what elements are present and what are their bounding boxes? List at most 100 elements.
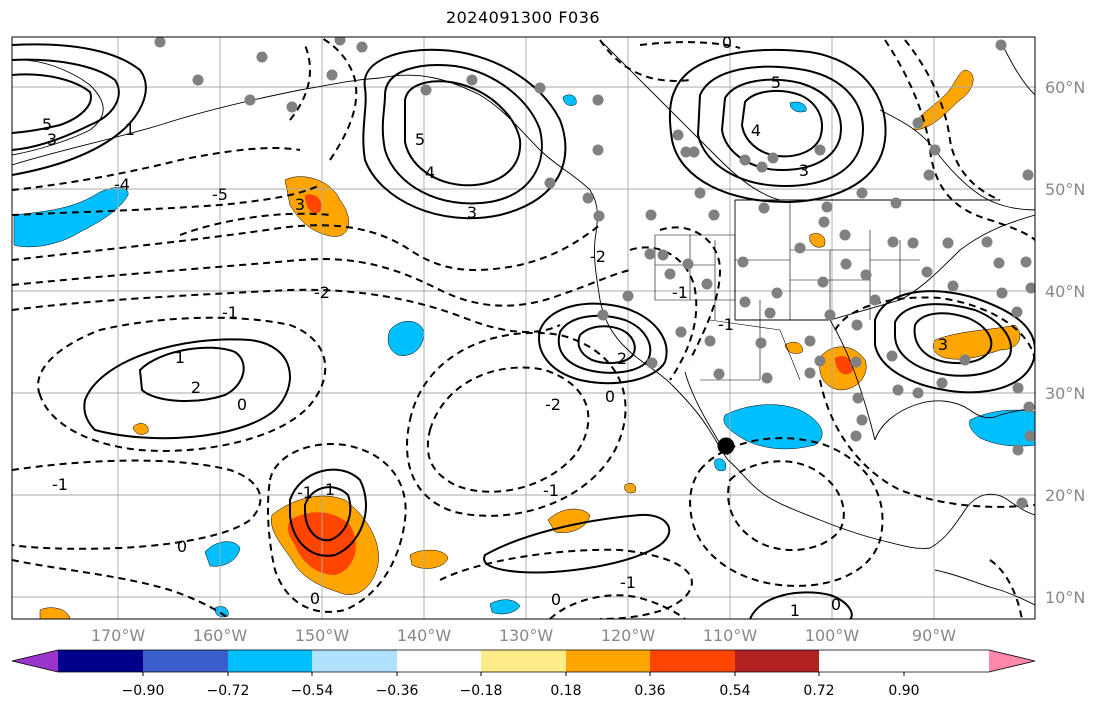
shade-red-gulf-alaska bbox=[305, 194, 322, 214]
contour-label: 4 bbox=[425, 163, 435, 182]
shade-orange-small4 bbox=[809, 233, 826, 248]
contour-label: 0 bbox=[237, 395, 247, 414]
contour-label: 2 bbox=[191, 378, 201, 397]
colorbar-bin bbox=[58, 650, 143, 672]
lat-label-20n: 20°N bbox=[1045, 486, 1086, 505]
shade-orange-small1 bbox=[409, 549, 449, 569]
lat-label-60n: 60°N bbox=[1045, 78, 1086, 97]
contour-label: -4 bbox=[114, 175, 130, 194]
contour-label: 0 bbox=[605, 387, 615, 406]
map-title: 2024091300 F036 bbox=[445, 8, 601, 27]
shade-blue-gulf-mexico bbox=[969, 409, 1035, 447]
lat-label-50n: 50°N bbox=[1045, 180, 1086, 199]
colorbar-bin bbox=[228, 650, 312, 672]
lon-label-140w: 140°W bbox=[396, 626, 452, 645]
colorbar-tick-label: −0.72 bbox=[206, 683, 250, 699]
dashed-contours bbox=[12, 37, 1035, 619]
shade-blue-small1 bbox=[204, 541, 241, 567]
contour-labels: 5 3 1 2 5 4 3 5 4 3 2 1 3 1 1 3 -4 -5 -2… bbox=[42, 33, 948, 620]
contour-label: 2 bbox=[617, 349, 627, 368]
contour-label: 0 bbox=[177, 537, 187, 556]
contour-label: 1 bbox=[790, 601, 800, 620]
contour-label: -1 bbox=[222, 303, 238, 322]
contour-label: 0 bbox=[831, 595, 841, 614]
contour-label: 1 bbox=[325, 480, 335, 499]
lon-label-100w: 100°W bbox=[804, 626, 860, 645]
contour-label: -2 bbox=[545, 395, 561, 414]
colorbar-tick-label: 0.18 bbox=[550, 683, 582, 699]
colorbar-bin bbox=[397, 650, 481, 672]
contour-label: 0 bbox=[722, 33, 732, 52]
contour-label: 5 bbox=[42, 115, 52, 134]
colorbar-bin bbox=[312, 650, 397, 672]
contour-label: 3 bbox=[295, 195, 305, 214]
shade-blue-gulf-california bbox=[723, 404, 823, 450]
colorbar-bin bbox=[650, 650, 735, 672]
contour-label: 3 bbox=[47, 130, 57, 149]
shade-orange-small2 bbox=[132, 423, 149, 435]
colorbar-tick-label: −0.90 bbox=[121, 683, 165, 699]
colorbar-tick-label: 0.72 bbox=[803, 683, 835, 699]
shade-blue-small3 bbox=[562, 94, 577, 106]
colorbar bbox=[11, 649, 1036, 676]
lon-label-130w: 130°W bbox=[498, 626, 554, 645]
contour-label: -1 bbox=[543, 481, 559, 500]
shade-orange-small6 bbox=[624, 482, 636, 494]
colorbar-bin bbox=[566, 650, 650, 672]
location-marker bbox=[717, 437, 735, 455]
colorbar-outline bbox=[11, 649, 1036, 673]
shade-blue-small2 bbox=[489, 599, 521, 615]
shade-blue-small6 bbox=[214, 606, 229, 618]
lat-label-40n: 40°N bbox=[1045, 282, 1086, 301]
contour-label: 3 bbox=[799, 161, 809, 180]
lon-label-160w: 160°W bbox=[192, 626, 248, 645]
shade-blue-small4 bbox=[789, 101, 807, 113]
contour-label: -2 bbox=[590, 247, 606, 266]
coastlines bbox=[12, 39, 1035, 606]
contour-label: -1 bbox=[672, 283, 688, 302]
contour-label: 5 bbox=[771, 73, 781, 92]
colorbar-extend-max bbox=[989, 650, 1035, 672]
shade-blue-ne-pacific bbox=[387, 321, 425, 356]
colorbar-extend-min bbox=[12, 650, 58, 672]
shade-blue-small5 bbox=[714, 458, 726, 472]
colorbar-tick-label: 0.36 bbox=[634, 683, 666, 699]
contour-label: 0 bbox=[310, 589, 320, 608]
contour-label: 4 bbox=[751, 121, 761, 140]
contour-label: -1 bbox=[718, 315, 734, 334]
shade-orange-small5 bbox=[39, 607, 71, 619]
shade-orange-offshore bbox=[547, 508, 591, 533]
shade-red-texas bbox=[835, 355, 853, 375]
contour-label: -5 bbox=[212, 185, 228, 204]
shade-orange-small3 bbox=[784, 341, 803, 354]
lat-label-30n: 30°N bbox=[1045, 384, 1086, 403]
colorbar-bin bbox=[735, 650, 819, 672]
colorbar-tick-label: 0.90 bbox=[888, 683, 920, 699]
colorbar-tick-label: −0.36 bbox=[375, 683, 419, 699]
contour-label: 1 bbox=[125, 120, 135, 139]
lon-label-170w: 170°W bbox=[90, 626, 146, 645]
lon-label-90w: 90°W bbox=[911, 626, 957, 645]
contour-label: -2 bbox=[314, 283, 330, 302]
lon-label-120w: 120°W bbox=[600, 626, 656, 645]
colorbar-tick-label: −0.54 bbox=[290, 683, 334, 699]
shade-blue-bering bbox=[13, 187, 129, 248]
contour-label: 0 bbox=[551, 590, 561, 609]
contour-label: 5 bbox=[415, 130, 425, 149]
contour-label: -1 bbox=[620, 573, 636, 592]
contour-label: -1 bbox=[297, 483, 313, 502]
plot-frame bbox=[11, 36, 1036, 620]
contour-label: -1 bbox=[52, 475, 68, 494]
lon-label-150w: 150°W bbox=[294, 626, 350, 645]
colorbar-tick-label: 0.54 bbox=[719, 683, 751, 699]
station-markers bbox=[154, 37, 1035, 509]
colorbar-tick-label: −0.18 bbox=[459, 683, 503, 699]
contour-label: 3 bbox=[938, 335, 948, 354]
lon-label-110w: 110°W bbox=[702, 626, 758, 645]
colorbar-bin bbox=[481, 650, 566, 672]
contour-label: 1 bbox=[175, 348, 185, 367]
colorbar-bin bbox=[143, 650, 228, 672]
contour-label: 3 bbox=[467, 203, 477, 222]
lat-label-10n: 10°N bbox=[1045, 588, 1086, 607]
